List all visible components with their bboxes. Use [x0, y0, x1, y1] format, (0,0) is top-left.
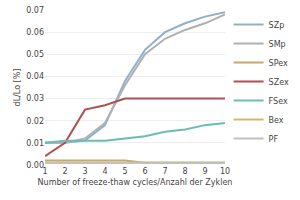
svg-text:SMp: SMp [269, 40, 286, 49]
svg-text:10: 10 [220, 167, 230, 176]
svg-text:0.05: 0.05 [26, 50, 44, 59]
svg-text:3: 3 [82, 167, 87, 176]
svg-text:0.00: 0.00 [26, 161, 44, 170]
svg-text:5: 5 [122, 167, 127, 176]
svg-text:0.06: 0.06 [26, 28, 44, 37]
svg-text:0.02: 0.02 [26, 117, 44, 126]
svg-text:Bex: Bex [269, 116, 284, 125]
svg-text:SPex: SPex [269, 59, 288, 68]
svg-text:PF: PF [269, 135, 279, 144]
svg-text:SZp: SZp [269, 21, 285, 30]
svg-text:2: 2 [62, 167, 67, 176]
svg-text:9: 9 [202, 167, 207, 176]
svg-text:dL/Lo [%]: dL/Lo [%] [13, 69, 22, 107]
svg-text:0.03: 0.03 [26, 94, 44, 103]
svg-text:4: 4 [102, 167, 107, 176]
svg-text:0.01: 0.01 [26, 139, 44, 148]
svg-text:0.07: 0.07 [26, 6, 44, 15]
svg-text:Number of freeze-thaw cycles/A: Number of freeze-thaw cycles/Anzahl der … [38, 178, 233, 187]
svg-text:1: 1 [42, 167, 47, 176]
svg-text:8: 8 [182, 167, 187, 176]
svg-text:SZex: SZex [269, 78, 289, 87]
svg-text:FSex: FSex [269, 97, 288, 106]
svg-text:7: 7 [162, 167, 167, 176]
svg-text:6: 6 [142, 167, 147, 176]
svg-text:0.04: 0.04 [26, 72, 44, 81]
